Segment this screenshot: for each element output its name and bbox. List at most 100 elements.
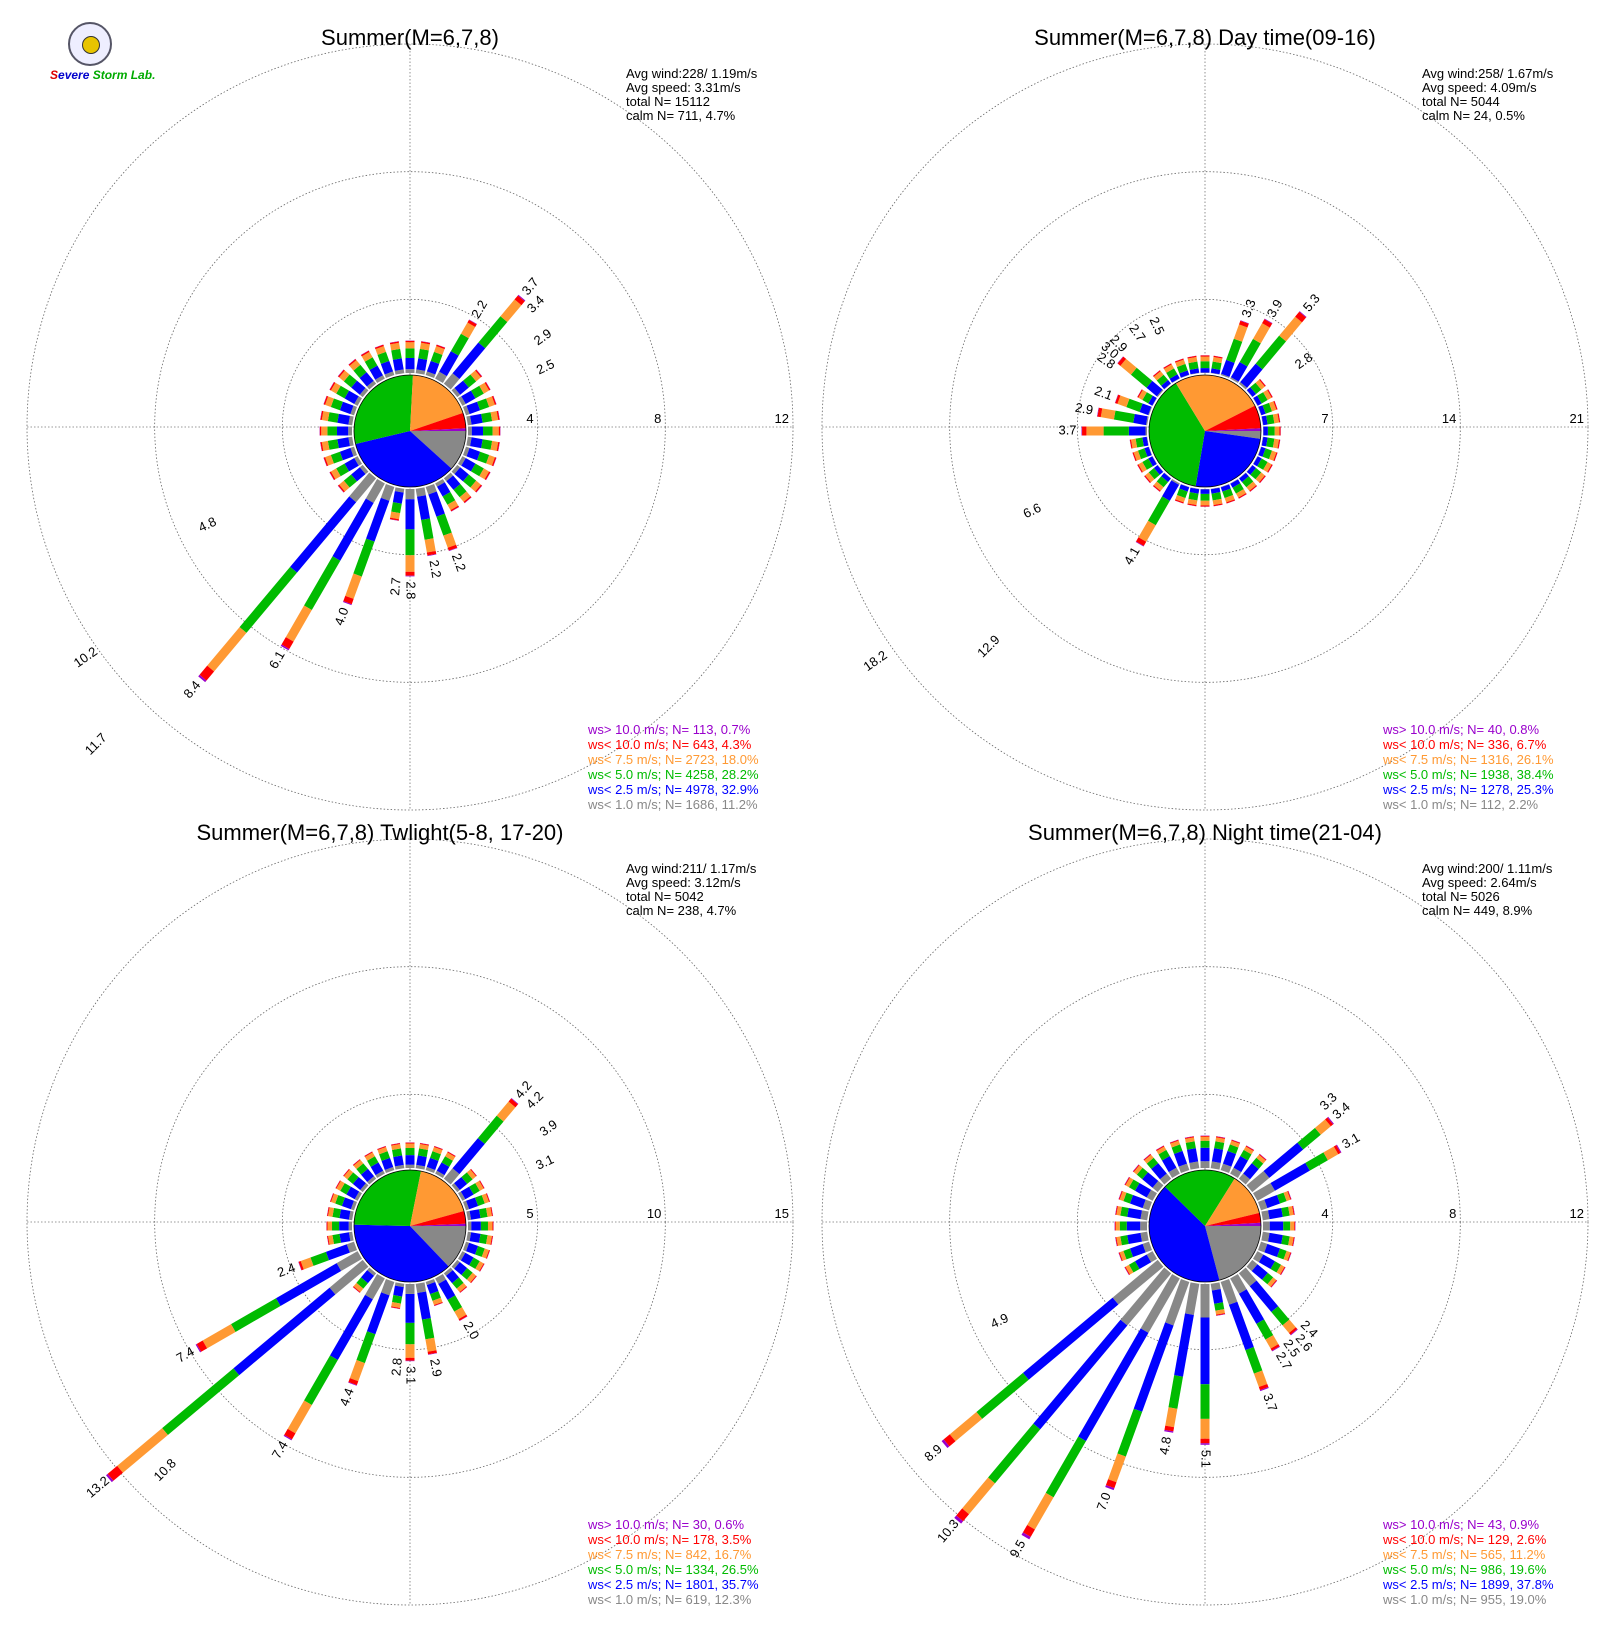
petal-segment [1124,1266,1130,1275]
petal-segment [337,369,345,378]
petal-segment [430,1291,441,1301]
petal-segment [1231,1139,1241,1144]
petal-segment [466,447,481,461]
petal-segment [1262,402,1273,414]
petal-label: 18.2 [860,647,889,674]
petal-segment [479,1208,488,1219]
petal-label: 2.2 [468,297,490,320]
petal-segment [1128,1261,1140,1273]
petal-segment [1187,504,1197,507]
petal-segment [198,674,207,683]
petal-label: 4.8 [196,514,219,535]
petal-segment [345,573,362,599]
petal-segment [1128,1179,1140,1191]
petal-segment [1184,1136,1194,1138]
petal-segment [418,348,429,360]
petal-segment [479,382,490,394]
petal-segment [1162,480,1180,501]
petal-segment [1133,414,1148,426]
petal-segment [162,1368,240,1436]
petal-segment [1117,395,1130,408]
petal-segment [1152,370,1160,377]
petal-segment [1117,356,1127,366]
petal-segment [468,426,472,436]
petal-segment [1189,368,1200,375]
petal-segment [290,496,357,573]
petal-segment [1118,1252,1122,1262]
petal-segment [443,472,454,482]
petal-segment [451,464,461,475]
legend-entry: ws< 1.0 m/s; N= 619, 12.3% [587,1592,752,1607]
petal-segment [1152,485,1161,492]
petal-segment [475,1246,485,1257]
petal-segment [351,467,366,482]
petal-segment [202,1324,236,1349]
petal-segment [1264,318,1273,324]
petal-segment [1142,458,1153,470]
petal-segment [304,1355,338,1405]
petal-segment [1252,1182,1275,1201]
legend-entry: ws< 2.5 m/s; N= 4978, 32.9% [587,782,759,797]
petal-segment [949,1411,983,1442]
petal-segment [1120,1267,1172,1326]
petal-segment [1161,472,1171,483]
petal-segment [481,439,493,450]
petal-segment [405,529,415,556]
ring-label: 5 [526,1206,533,1221]
petal-segment [1211,361,1222,370]
petal-segment [1138,461,1147,473]
petal-segment [1180,374,1190,379]
petal-segment [479,1180,485,1189]
petal-segment [343,374,357,388]
petal-label: 3.1 [1339,1130,1362,1152]
pie-slice [410,1226,466,1267]
petal-segment [436,513,452,536]
petal-segment [1246,1170,1270,1193]
petal-segment [1200,500,1210,506]
petal-segment [1278,413,1281,423]
petal-segment [1124,1267,1130,1276]
petal-segment [437,482,451,497]
petal-label: 2.8 [404,581,419,599]
petal-segment [1265,1335,1279,1349]
petal-segment [393,1285,404,1297]
petal-segment [1276,1192,1287,1204]
pie-slice [353,375,413,444]
stats-line: Avg speed: 3.31m/s [626,80,741,95]
petal-segment [1165,1278,1190,1326]
stats-line: calm N= 24, 0.5% [1422,108,1525,123]
petal-segment [1140,1210,1149,1221]
petal-segment [321,411,330,422]
petal-segment [457,396,466,406]
petal-segment [1140,1231,1149,1242]
petal-segment [463,374,477,388]
petal-segment [496,1101,516,1122]
petal-segment [1113,410,1135,423]
petal-segment [381,1157,394,1170]
petal-segment [332,1221,340,1231]
petal-segment [1164,1425,1175,1432]
petal-segment [1200,1384,1210,1419]
petal-segment [352,1287,360,1293]
petal-label: 4.4 [336,1386,356,1408]
petal-segment [1115,1205,1118,1215]
petal-segment [1156,476,1169,488]
petal-segment [1152,397,1158,406]
petal-segment [491,457,497,467]
petal-segment [384,371,395,379]
petal-segment [1178,1163,1190,1174]
petal-segment [1142,392,1153,404]
legend-entry: ws< 7.5 m/s; N= 1316, 26.1% [1382,752,1554,767]
petal-segment [479,1263,485,1272]
petal-segment [430,1151,441,1161]
petal-segment [1263,1142,1304,1178]
petal-segment [448,547,458,552]
petal-label: 2.9 [531,326,554,349]
petal-segment [366,380,377,390]
petal-segment [1243,1163,1259,1180]
petal-segment [1139,403,1152,416]
petal-segment [1125,1264,1134,1275]
petal-segment [470,1168,477,1177]
petal-segment [337,369,344,377]
petal-segment [1082,426,1087,436]
